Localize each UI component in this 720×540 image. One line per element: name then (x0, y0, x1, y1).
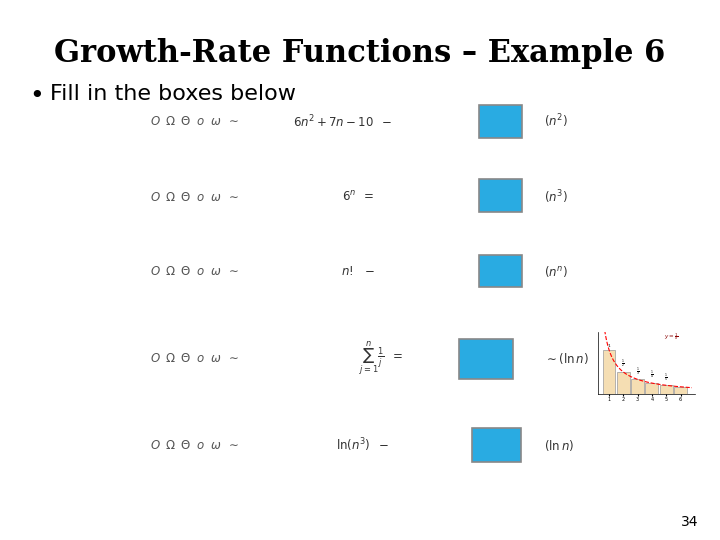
Text: Growth-Rate Functions – Example 6: Growth-Rate Functions – Example 6 (55, 38, 665, 69)
Bar (617, 372, 630, 394)
Bar (631, 380, 644, 394)
Bar (479, 179, 522, 212)
Bar (472, 428, 521, 462)
Text: $y=\frac{1}{x}$: $y=\frac{1}{x}$ (664, 332, 678, 343)
Text: 1: 1 (608, 344, 611, 348)
Text: 34: 34 (681, 515, 698, 529)
Text: $O \;\; \Omega \;\; \Theta \;\; o \;\; \omega \;\; \sim$: $O \;\; \Omega \;\; \Theta \;\; o \;\; \… (150, 265, 239, 278)
Text: $\frac{1}{5}$: $\frac{1}{5}$ (665, 372, 668, 383)
Text: $6^n \;\; =$: $6^n \;\; =$ (342, 190, 374, 204)
Text: $\frac{1}{2}$: $\frac{1}{2}$ (621, 359, 625, 370)
Text: Fill in the boxes below: Fill in the boxes below (50, 84, 297, 104)
Text: $O \;\; \Omega \;\; \Theta \;\; o \;\; \omega \;\; \sim$: $O \;\; \Omega \;\; \Theta \;\; o \;\; \… (150, 352, 239, 365)
Bar (479, 105, 522, 138)
Text: $(n^3)$: $(n^3)$ (544, 188, 567, 206)
Text: $\frac{1}{4}$: $\frac{1}{4}$ (650, 370, 654, 381)
Text: $\ln(n^3) \;\; -$: $\ln(n^3) \;\; -$ (336, 437, 389, 454)
Text: $n! \;\; -$: $n! \;\; -$ (341, 265, 374, 278)
Text: $\frac{1}{3}$: $\frac{1}{3}$ (636, 366, 639, 377)
Bar (660, 386, 672, 394)
Bar (674, 387, 687, 394)
Text: $(n^n)$: $(n^n)$ (544, 264, 567, 279)
Text: $\sim (\ln n)$: $\sim (\ln n)$ (544, 350, 588, 366)
Bar (459, 339, 513, 379)
Text: $(n^2)$: $(n^2)$ (544, 113, 567, 130)
Text: $O \;\; \Omega \;\; \Theta \;\; o \;\; \omega \;\; \sim$: $O \;\; \Omega \;\; \Theta \;\; o \;\; \… (150, 115, 239, 128)
Text: $\sum_{j=1}^{n} \frac{1}{j} \;\; =$: $\sum_{j=1}^{n} \frac{1}{j} \;\; =$ (359, 339, 403, 377)
Text: $O \;\; \Omega \;\; \Theta \;\; o \;\; \omega \;\; \sim$: $O \;\; \Omega \;\; \Theta \;\; o \;\; \… (150, 439, 239, 452)
Text: $6n^2 + 7n - 10 \;\; -$: $6n^2 + 7n - 10 \;\; -$ (293, 113, 392, 130)
Text: $O \;\; \Omega \;\; \Theta \;\; o \;\; \omega \;\; \sim$: $O \;\; \Omega \;\; \Theta \;\; o \;\; \… (150, 191, 239, 204)
Bar (479, 255, 522, 287)
Bar (646, 383, 658, 394)
Text: •: • (29, 84, 43, 107)
Bar (603, 350, 616, 394)
Text: $(\ln n)$: $(\ln n)$ (544, 438, 574, 453)
